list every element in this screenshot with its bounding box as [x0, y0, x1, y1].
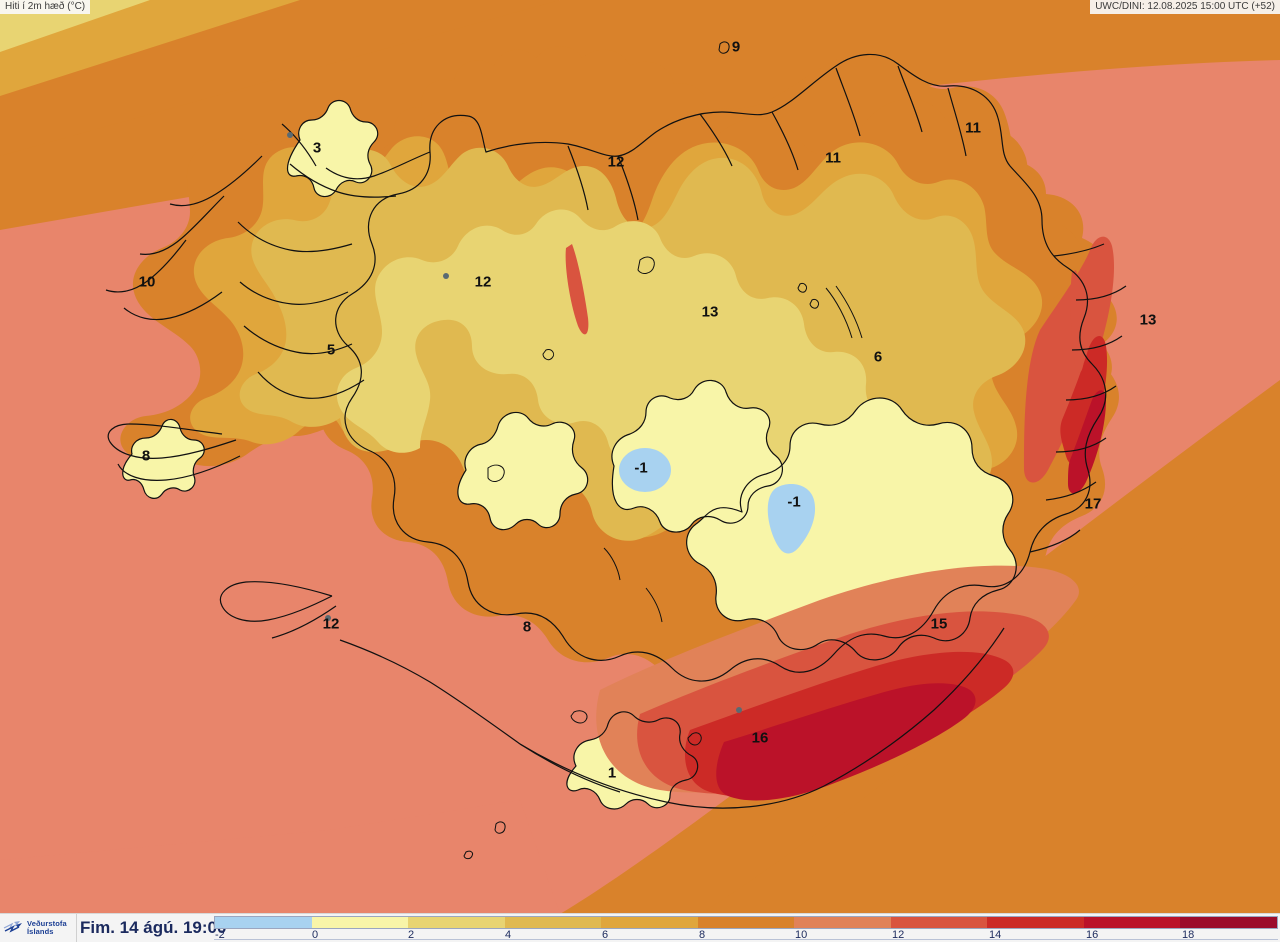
color-scale-segment: [601, 917, 698, 928]
band-hot-southeast: [596, 565, 1079, 801]
temperature-label: 6: [873, 348, 883, 366]
logo-text: Veðurstofa Íslands: [27, 918, 67, 937]
temperature-label: 12: [322, 615, 340, 633]
map-canvas: [0, 0, 1280, 914]
temperature-label: 13: [1139, 311, 1157, 329]
temperature-label: 12: [474, 273, 492, 291]
logo-line-1: Veðurstofa: [27, 918, 67, 928]
color-scale-segment: [794, 917, 891, 928]
sub-zero-cores: [619, 448, 816, 554]
temperature-label: 12: [607, 153, 625, 171]
temperature-label: 1: [607, 764, 617, 782]
color-scale-segment: [504, 917, 602, 928]
color-scale-tick: 10: [795, 929, 808, 941]
coastline: [105, 41, 1127, 860]
band-2-4: [336, 209, 918, 525]
temperature-label: -1: [787, 493, 801, 511]
color-scale-segment: [987, 917, 1084, 928]
color-scale-tick: 12: [892, 929, 905, 941]
temperature-label: 11: [965, 119, 981, 137]
color-scale-tick: 18: [1182, 929, 1195, 941]
model-run-label: UWC/DINI: 12.08.2025 15:00 UTC (+52): [1090, 0, 1280, 14]
color-scale-segment: [890, 917, 988, 928]
temperature-label: 5: [326, 341, 336, 359]
color-scale[interactable]: [214, 916, 1278, 929]
temperature-label: -1: [634, 459, 648, 477]
color-scale-segment: [215, 917, 312, 928]
color-scale-segment: [1083, 917, 1181, 928]
color-scale-segment: [311, 917, 409, 928]
temperature-label: 8: [522, 618, 532, 636]
temperature-label: 3: [312, 139, 322, 157]
legend-bar: Veðurstofa Íslands Fim. 14 ágú. 19:00 -2…: [0, 913, 1280, 942]
legend-divider: [76, 914, 77, 942]
valid-time-label: Fim. 14 ágú. 19:00: [80, 918, 227, 937]
color-scale-baseline: [214, 939, 1278, 940]
color-scale-ticks: -2 0 2 4 6 8 10 12 14 16 18: [214, 929, 1278, 942]
temperature-label: 15: [930, 615, 948, 633]
temperature-label: 10: [138, 273, 156, 291]
temperature-label: 9: [731, 38, 741, 56]
temperature-label: 17: [1084, 495, 1102, 513]
map-variable-label: Hiti í 2m hæð (°C): [0, 0, 91, 14]
station-dots: [287, 132, 742, 713]
met-office-logo[interactable]: Veðurstofa Íslands: [2, 916, 74, 940]
color-scale-tick: 6: [602, 929, 609, 941]
color-scale-tick: 2: [408, 929, 415, 941]
color-scale-tick: 4: [505, 929, 512, 941]
color-scale-tick: 16: [1086, 929, 1099, 941]
color-scale-tick: -2: [215, 929, 225, 941]
iceland-contours: [105, 41, 1127, 860]
color-scale-tick: 0: [312, 929, 319, 941]
logo-line-2: Íslands: [27, 927, 54, 936]
temperature-label: 13: [701, 303, 719, 321]
temperature-label: 11: [825, 149, 841, 167]
temperature-map[interactable]: Hiti í 2m hæð (°C) UWC/DINI: 12.08.2025 …: [0, 0, 1280, 914]
color-scale-tick: 14: [989, 929, 1002, 941]
wind-arrow-icon: [3, 921, 22, 933]
color-scale-tick: 8: [699, 929, 706, 941]
color-scale-segment: [408, 917, 505, 928]
temperature-label: 16: [751, 729, 769, 747]
color-scale-segment: [697, 917, 795, 928]
color-scale-segment: [1180, 917, 1278, 928]
temperature-label: 8: [141, 447, 151, 465]
